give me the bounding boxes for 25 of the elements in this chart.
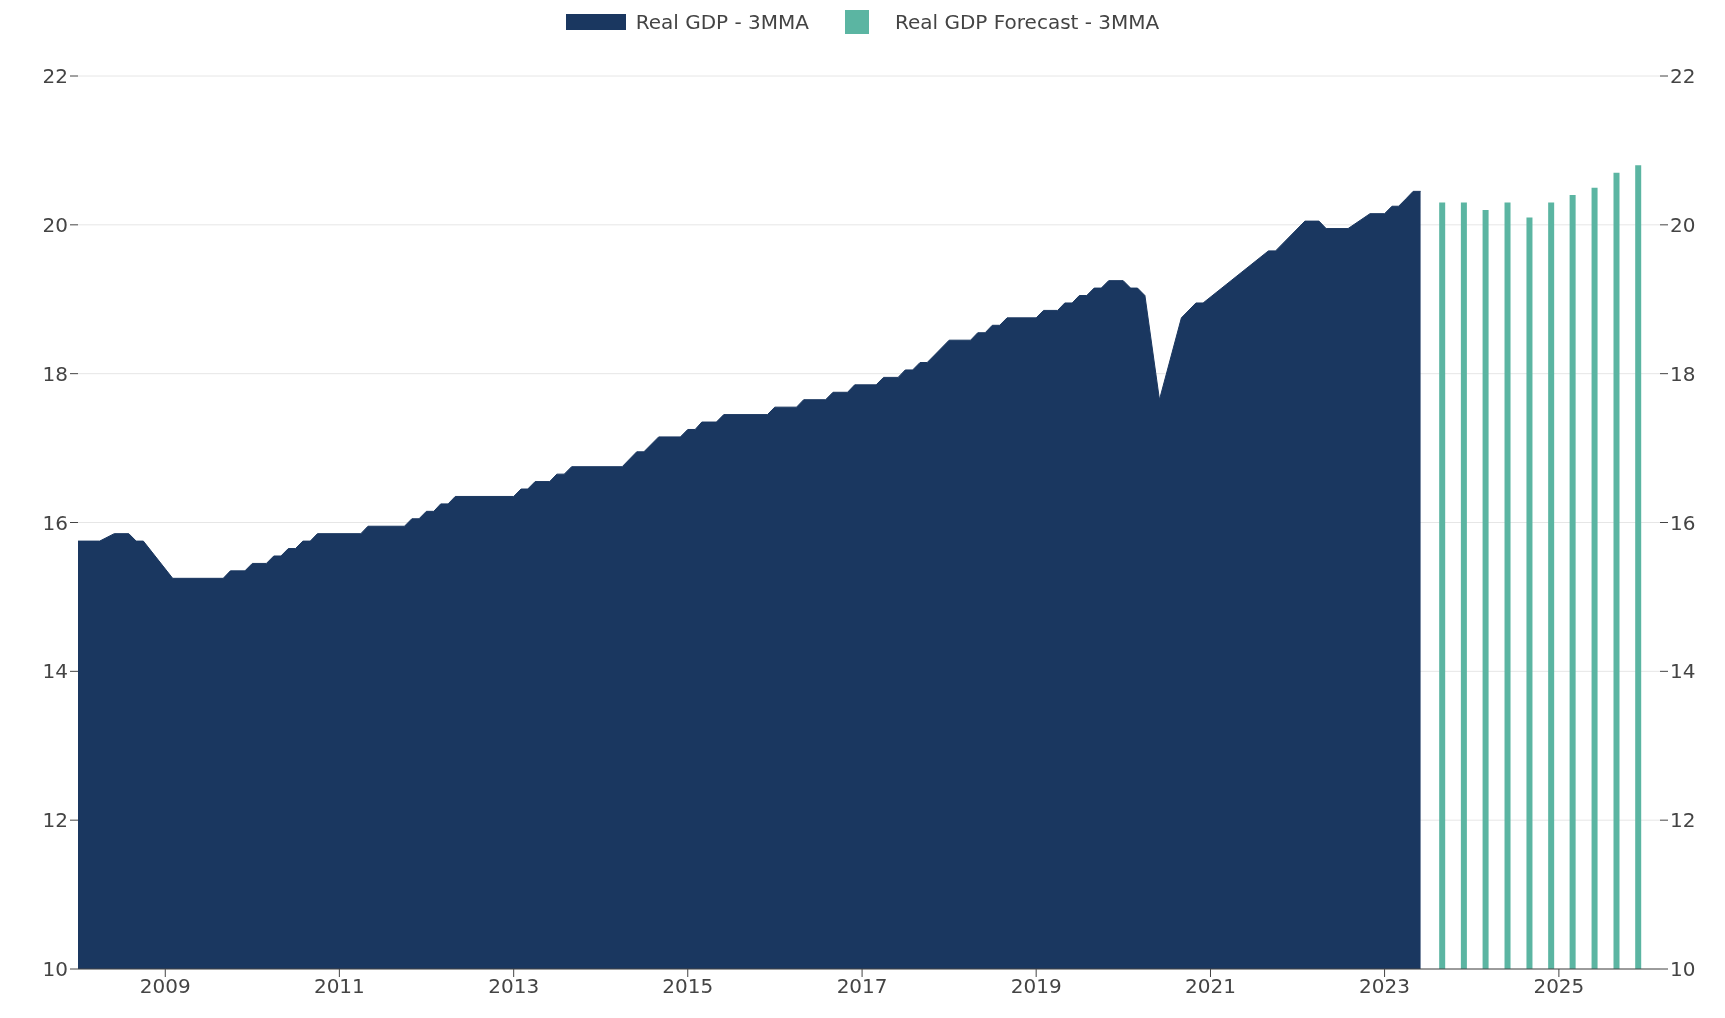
legend-label: Real GDP - 3MMA (635, 10, 809, 34)
y2-tick-label: 10 (1670, 957, 1696, 982)
y-tick-label: 22 (42, 64, 68, 89)
y2-tick-label: 14 (1670, 659, 1696, 684)
legend-label: Real GDP Forecast - 3MMA (895, 10, 1160, 34)
y-tick-label: 14 (42, 659, 68, 684)
x-tick-label: 2021 (1185, 974, 1236, 999)
y2-tick-label: 20 (1670, 212, 1696, 237)
y-tick-label: 16 (42, 510, 68, 535)
y-tick-label: 10 (42, 957, 68, 982)
x-tick-label: 2017 (836, 974, 888, 999)
y-tick-label: 18 (42, 361, 68, 386)
y2-tick-label: 22 (1670, 64, 1696, 89)
y2-tick-label: 16 (1670, 510, 1696, 535)
x-tick-label: 2013 (488, 974, 540, 999)
x-tick-label: 2015 (662, 974, 714, 999)
y-tick-label: 20 (42, 212, 68, 237)
y2-tick-label: 12 (1670, 808, 1696, 833)
x-tick-label: 2009 (139, 974, 191, 999)
y2-tick-label: 18 (1670, 361, 1696, 386)
x-tick-label: 2019 (1010, 974, 1062, 999)
x-tick-label: 2023 (1359, 974, 1411, 999)
x-tick-label: 2025 (1533, 974, 1585, 999)
x-tick-label: 2011 (313, 974, 365, 999)
y-tick-label: 12 (42, 808, 68, 833)
